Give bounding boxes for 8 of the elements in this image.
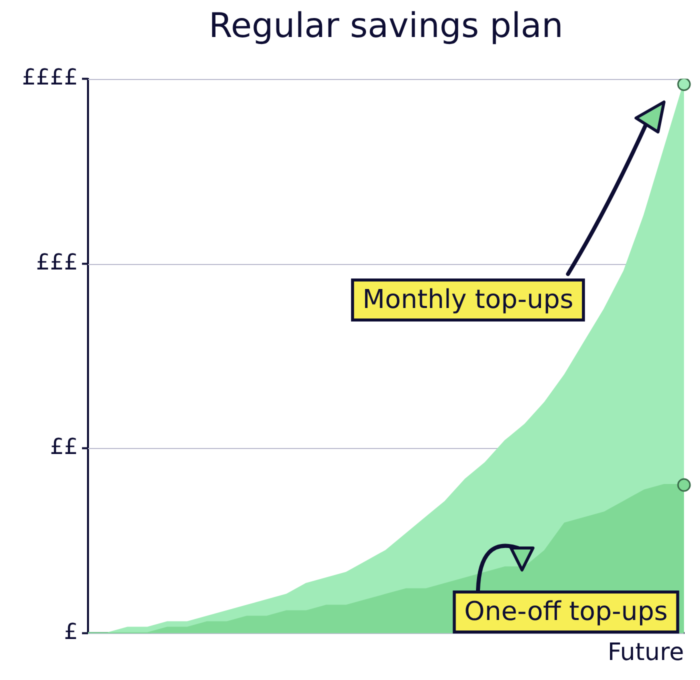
- chart-title: Regular savings plan: [208, 6, 564, 46]
- x-axis-title: Future: [608, 638, 684, 666]
- ref-line-label: £: [64, 620, 78, 645]
- ref-line-label: ££££: [22, 66, 78, 91]
- ref-line-label: £££: [36, 250, 78, 276]
- series-label: Monthly top-ups: [362, 284, 574, 315]
- series-label: One-off top-ups: [464, 596, 668, 627]
- ref-line-label: ££: [50, 434, 78, 460]
